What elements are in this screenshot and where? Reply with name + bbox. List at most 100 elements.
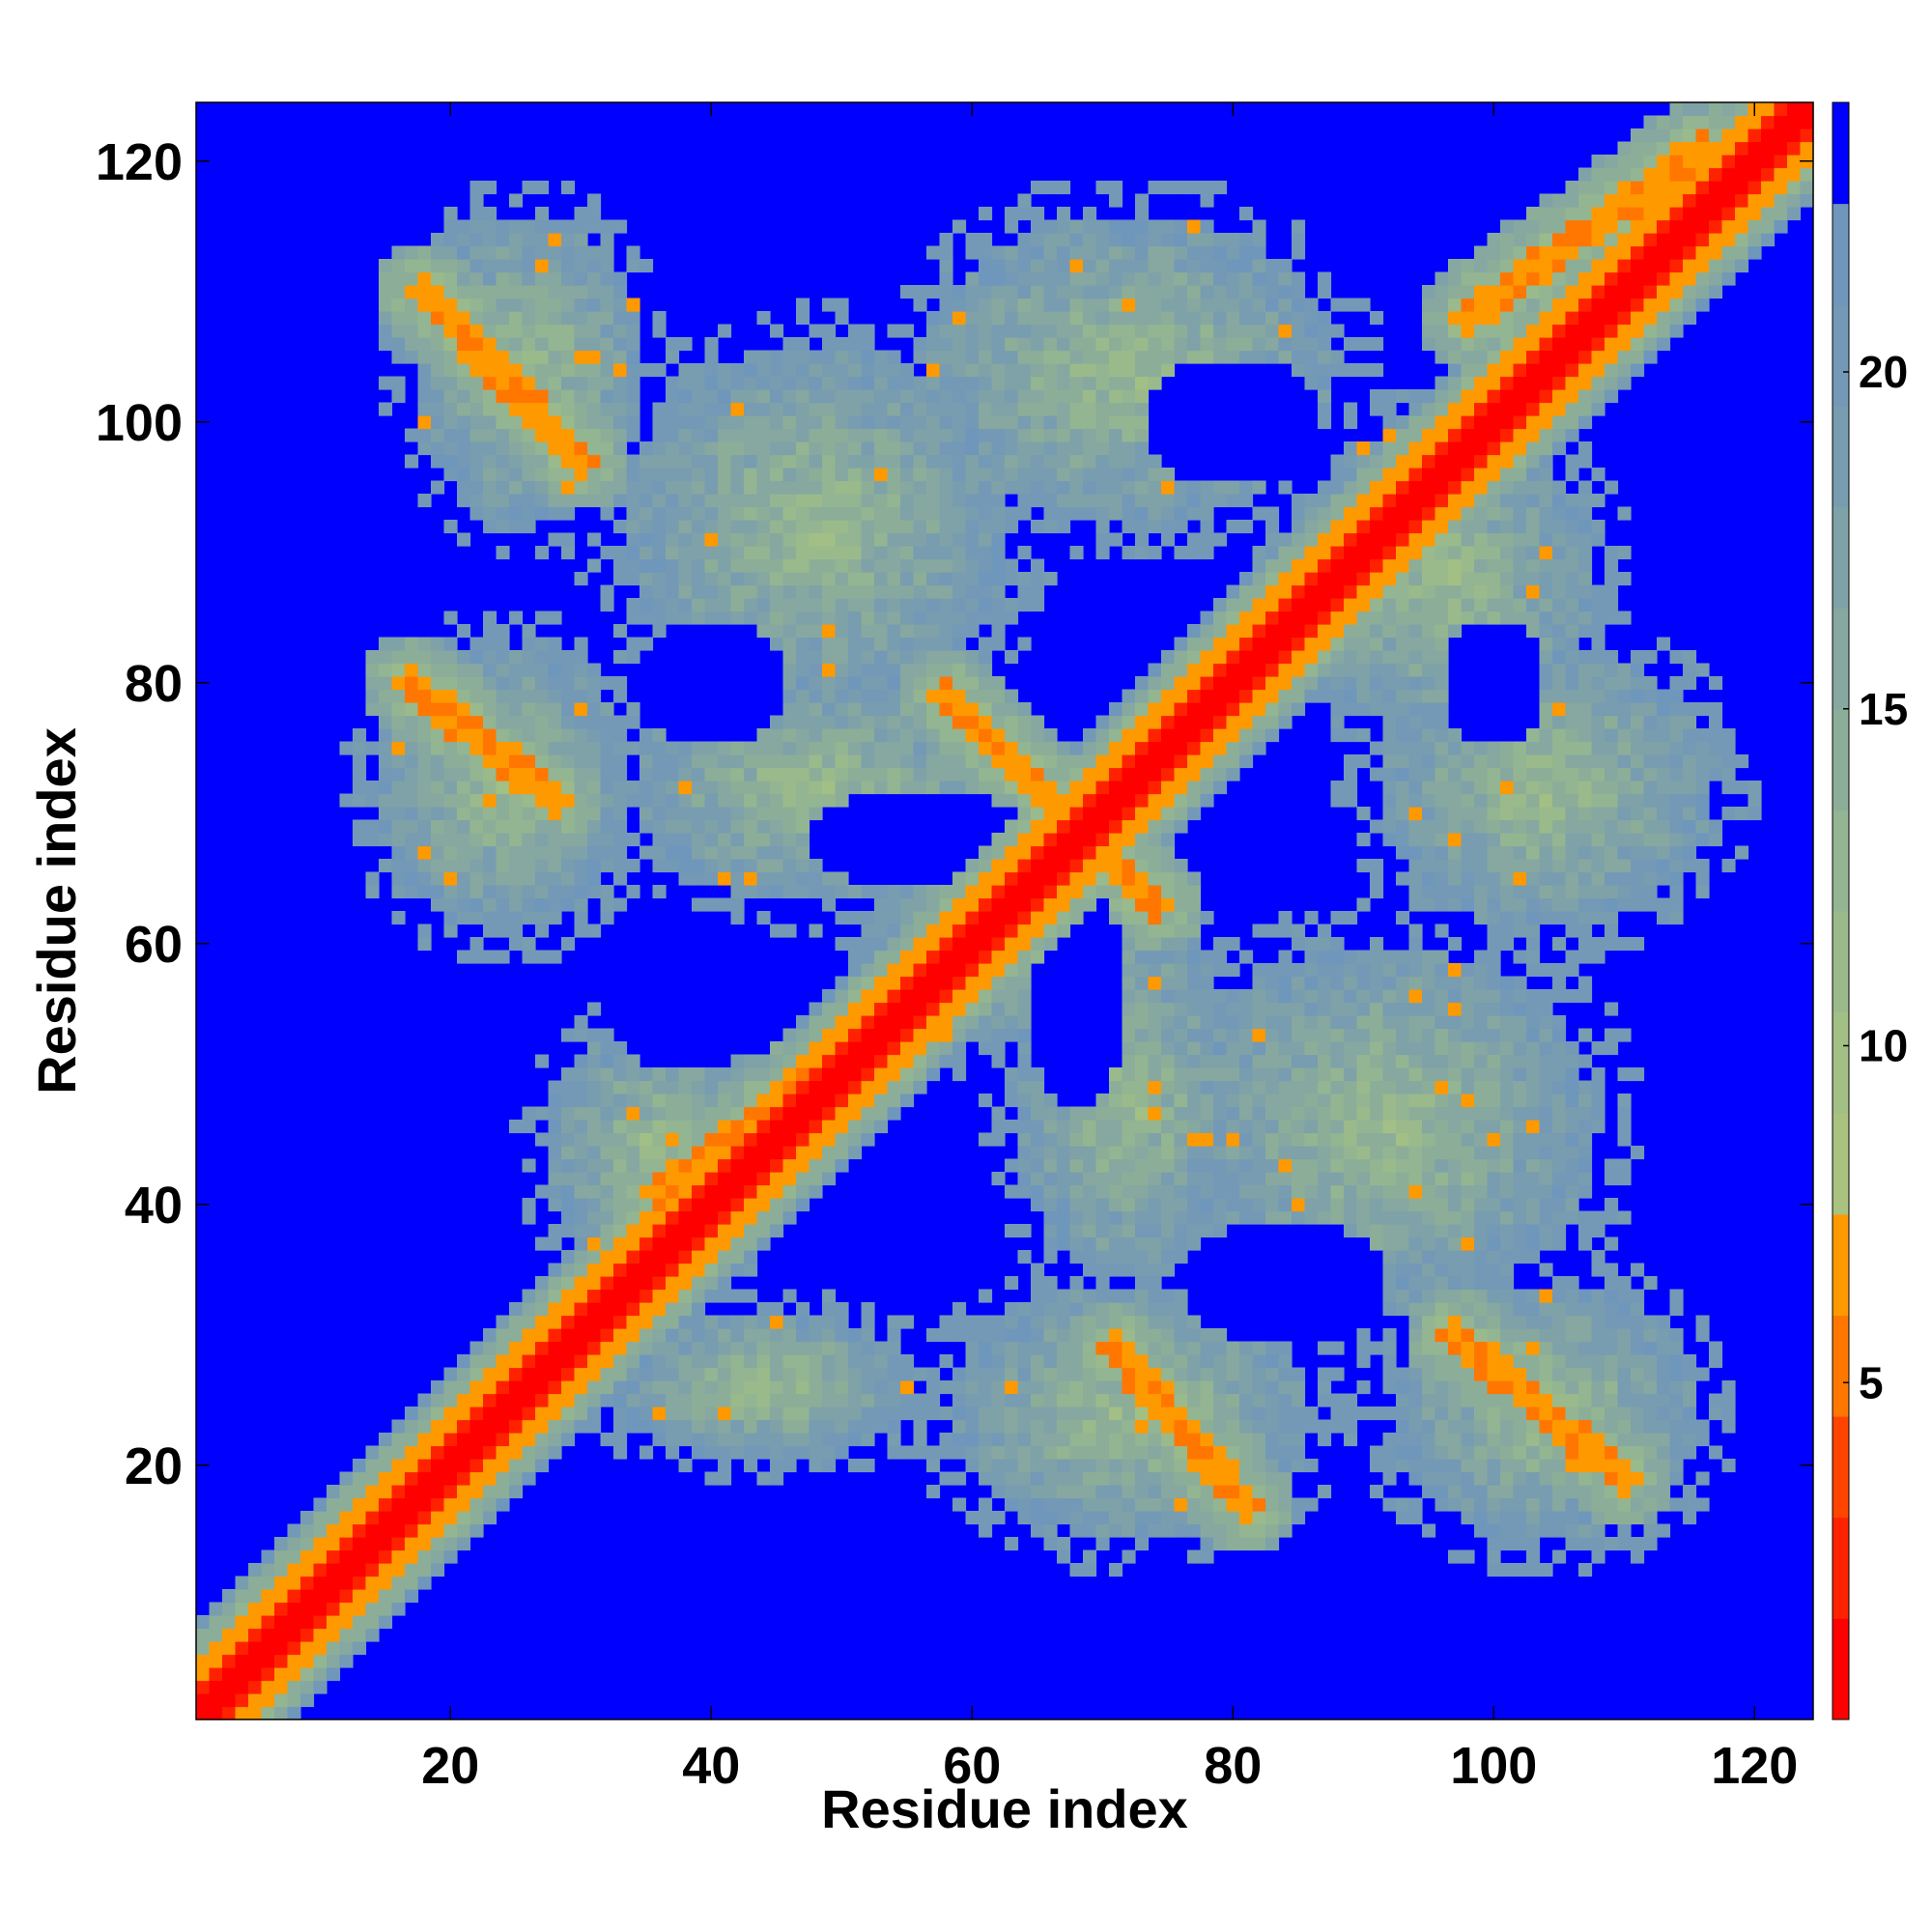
heatmap-cell [913,1054,927,1068]
heatmap-cell [965,389,980,404]
heatmap-cell [704,1367,719,1381]
heatmap-cell [509,494,524,508]
heatmap-cell [718,781,732,795]
heatmap-cell [822,650,837,665]
heatmap-cell [991,715,1006,729]
heatmap-cell [861,480,875,495]
heatmap-cell [522,819,536,834]
heatmap-cell [613,1367,628,1381]
heatmap-cell [1057,1158,1071,1173]
heatmap-cell [900,532,915,547]
heatmap-cell [483,1367,497,1381]
heatmap-cell [652,833,667,847]
heatmap-cell [431,1393,445,1407]
heatmap-cell [939,728,953,743]
heatmap-cell [718,897,732,912]
heatmap-cell [1122,546,1136,560]
heatmap-cell [1135,520,1150,534]
heatmap-cell [1265,584,1280,599]
heatmap-cell [796,767,810,781]
heatmap-cell [626,1054,640,1068]
heatmap-cell [1239,663,1254,677]
heatmap-cell [835,1028,849,1042]
heatmap-cell [1252,637,1266,651]
heatmap-cell [1135,1380,1150,1395]
heatmap-cell [1213,1094,1228,1108]
heatmap-cell [848,415,863,430]
heatmap-cell [1226,1158,1240,1173]
heatmap-cell [1122,1406,1136,1421]
heatmap-cell [1005,793,1019,808]
heatmap-cell [782,807,797,821]
heatmap-cell [1161,1406,1176,1421]
heatmap-cell [1265,572,1280,586]
heatmap-cell [678,337,693,352]
heatmap-cell [417,259,432,273]
heatmap-cell [874,598,889,612]
heatmap-cell [509,728,524,743]
heatmap-cell [718,363,732,378]
heatmap-cell [1017,350,1032,364]
heatmap-cell [1069,454,1084,469]
heatmap-cell [730,1380,745,1395]
heatmap-cell [1135,715,1150,729]
heatmap-cell [652,415,667,430]
heatmap-cell [913,637,927,651]
heatmap-cell [1187,1549,1202,1564]
heatmap-cell [1057,1459,1071,1473]
heatmap-cell [274,1615,289,1630]
heatmap-cell [1017,637,1032,651]
heatmap-cell [730,494,745,508]
heatmap-cell [979,767,993,781]
heatmap-cell [704,754,719,769]
heatmap-cell [1069,506,1084,521]
heatmap-cell [365,1602,380,1616]
heatmap-cell [1005,1328,1019,1343]
heatmap-cell [979,611,993,625]
heatmap-cell [535,950,550,964]
heatmap-cell [574,1263,588,1277]
heatmap-cell [613,376,628,390]
heatmap-cell [1252,1537,1266,1551]
heatmap-cell [1122,324,1136,338]
heatmap-cell [756,1419,771,1434]
heatmap-cell [469,219,484,234]
heatmap-cell [1265,1172,1280,1186]
heatmap-cell [965,1511,980,1525]
heatmap-cell [704,1120,719,1134]
heatmap-cell [991,1315,1006,1329]
heatmap-cell [900,963,915,978]
heatmap-cell [952,963,967,978]
heatmap-cell [704,1263,719,1277]
heatmap-cell [652,1067,667,1082]
heatmap-cell [574,767,588,781]
heatmap-cell [626,1302,640,1317]
heatmap-cell [1226,1067,1240,1082]
heatmap-cell [1095,245,1110,260]
heatmap-cell [848,611,863,625]
heatmap-cell [509,1445,524,1460]
heatmap-cell [431,650,445,665]
heatmap-cell [730,1354,745,1369]
heatmap-cell [548,389,562,404]
heatmap-cell [900,976,915,990]
heatmap-cell [809,389,823,404]
heatmap-cell [1161,1471,1176,1486]
heatmap-cell [666,1433,680,1447]
heatmap-cell [979,871,993,886]
heatmap-cell [861,611,875,625]
heatmap-cell [1239,728,1254,743]
heatmap-cell [209,1602,223,1616]
heatmap-cell [666,845,680,860]
heatmap-cell [809,624,823,639]
heatmap-cell [744,1132,758,1147]
heatmap-cell [756,415,771,430]
heatmap-cell [522,833,536,847]
heatmap-cell [287,1523,301,1538]
heatmap-cell [666,1445,680,1460]
heatmap-cell [1187,897,1202,912]
heatmap-cell [770,1184,784,1199]
heatmap-cell [561,219,576,234]
heatmap-cell [1109,1132,1123,1147]
heatmap-cell [600,402,614,416]
